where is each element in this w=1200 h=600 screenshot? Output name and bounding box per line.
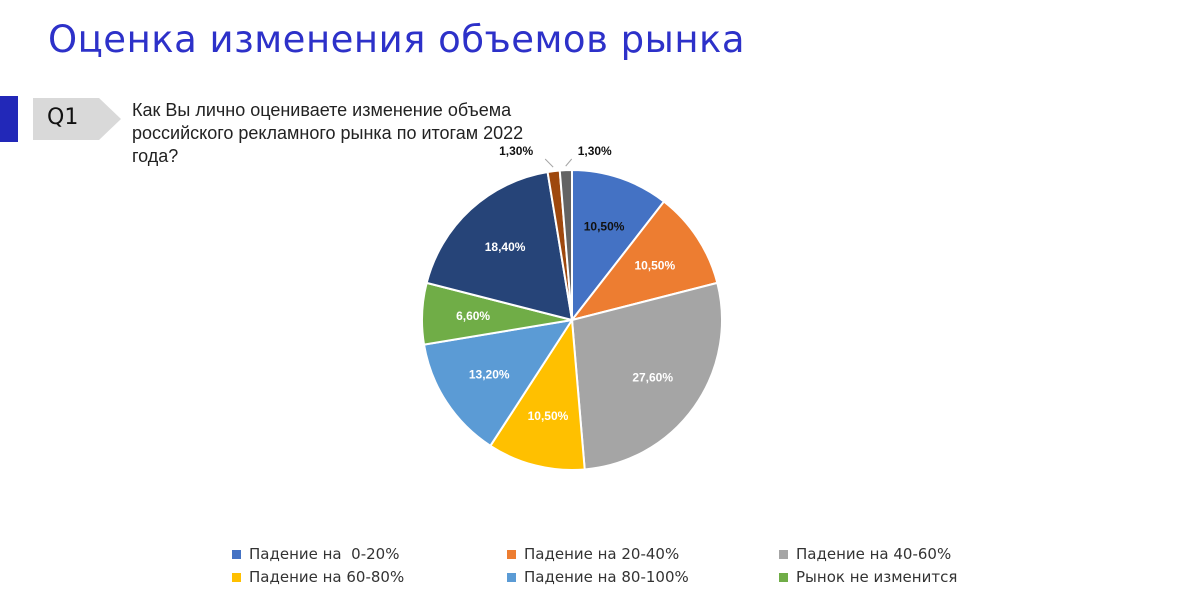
legend-label: Падение на 20-40%: [524, 545, 680, 563]
slice-label-3: 10,50%: [528, 409, 569, 423]
slice-label-8: 1,30%: [578, 144, 612, 158]
legend-label: Падение на 0-20%: [249, 545, 400, 563]
legend-item: Падение на 40-60%: [779, 545, 1029, 563]
pie-slice-6: [425, 170, 574, 322]
legend-label: Падение на 80-100%: [524, 568, 689, 586]
legend-label: Падение на 60-80%: [249, 568, 405, 586]
slice-label-0: 10,50%: [584, 219, 625, 233]
slice-label-6: 18,40%: [485, 240, 526, 254]
legend-swatch: [232, 549, 241, 559]
question-tag-shape: [33, 98, 121, 140]
legend-item: Падение на 80-100%: [507, 568, 779, 586]
question-tag: Q1: [33, 98, 123, 140]
legend-label: Падение на 40-60%: [796, 545, 952, 563]
slice-label-4: 13,20%: [469, 367, 510, 381]
legend-swatch: [779, 572, 788, 582]
slice-label-7: 1,30%: [499, 144, 533, 158]
legend-item: Рынок не изменится: [779, 568, 1029, 586]
pie-slice-1: [569, 200, 719, 322]
slice-label-1: 10,50%: [634, 259, 675, 273]
pie-slice-3: [488, 317, 586, 471]
chart-legend: Падение на 0-20% Падение на 20-40% Падение…: [232, 545, 1032, 586]
leader-line-7: [544, 158, 554, 168]
legend-item: Падение на 0-20%: [232, 545, 507, 563]
pie-slice-2: [570, 281, 723, 471]
pie-slice-0: [571, 168, 666, 323]
legend-swatch: [779, 549, 788, 559]
slice-label-2: 27,60%: [632, 370, 673, 384]
question-tag-label: Q1: [47, 105, 79, 130]
pie-slice-4: [422, 318, 575, 448]
legend-item: Падение на 60-80%: [232, 568, 507, 586]
page-title: Оценка изменения объемов рынка: [48, 18, 746, 61]
legend-swatch: [507, 549, 516, 559]
accent-bar: [0, 96, 18, 142]
question-text: Как Вы лично оцениваете изменение объема…: [132, 100, 524, 166]
legend-label: Рынок не изменится: [796, 568, 958, 586]
pie-slice-8: [558, 168, 573, 321]
leader-line-8: [565, 158, 573, 167]
legend-swatch: [507, 572, 516, 582]
slice-label-5: 6,60%: [456, 309, 490, 323]
legend-item: Падение на 20-40%: [507, 545, 779, 563]
legend-swatch: [232, 572, 241, 582]
